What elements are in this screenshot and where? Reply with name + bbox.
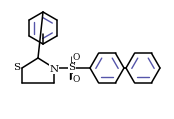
Text: S: S [13, 64, 21, 72]
Text: N: N [49, 64, 59, 74]
Text: O: O [73, 52, 80, 62]
Text: O: O [73, 74, 80, 84]
Text: S: S [68, 64, 76, 72]
